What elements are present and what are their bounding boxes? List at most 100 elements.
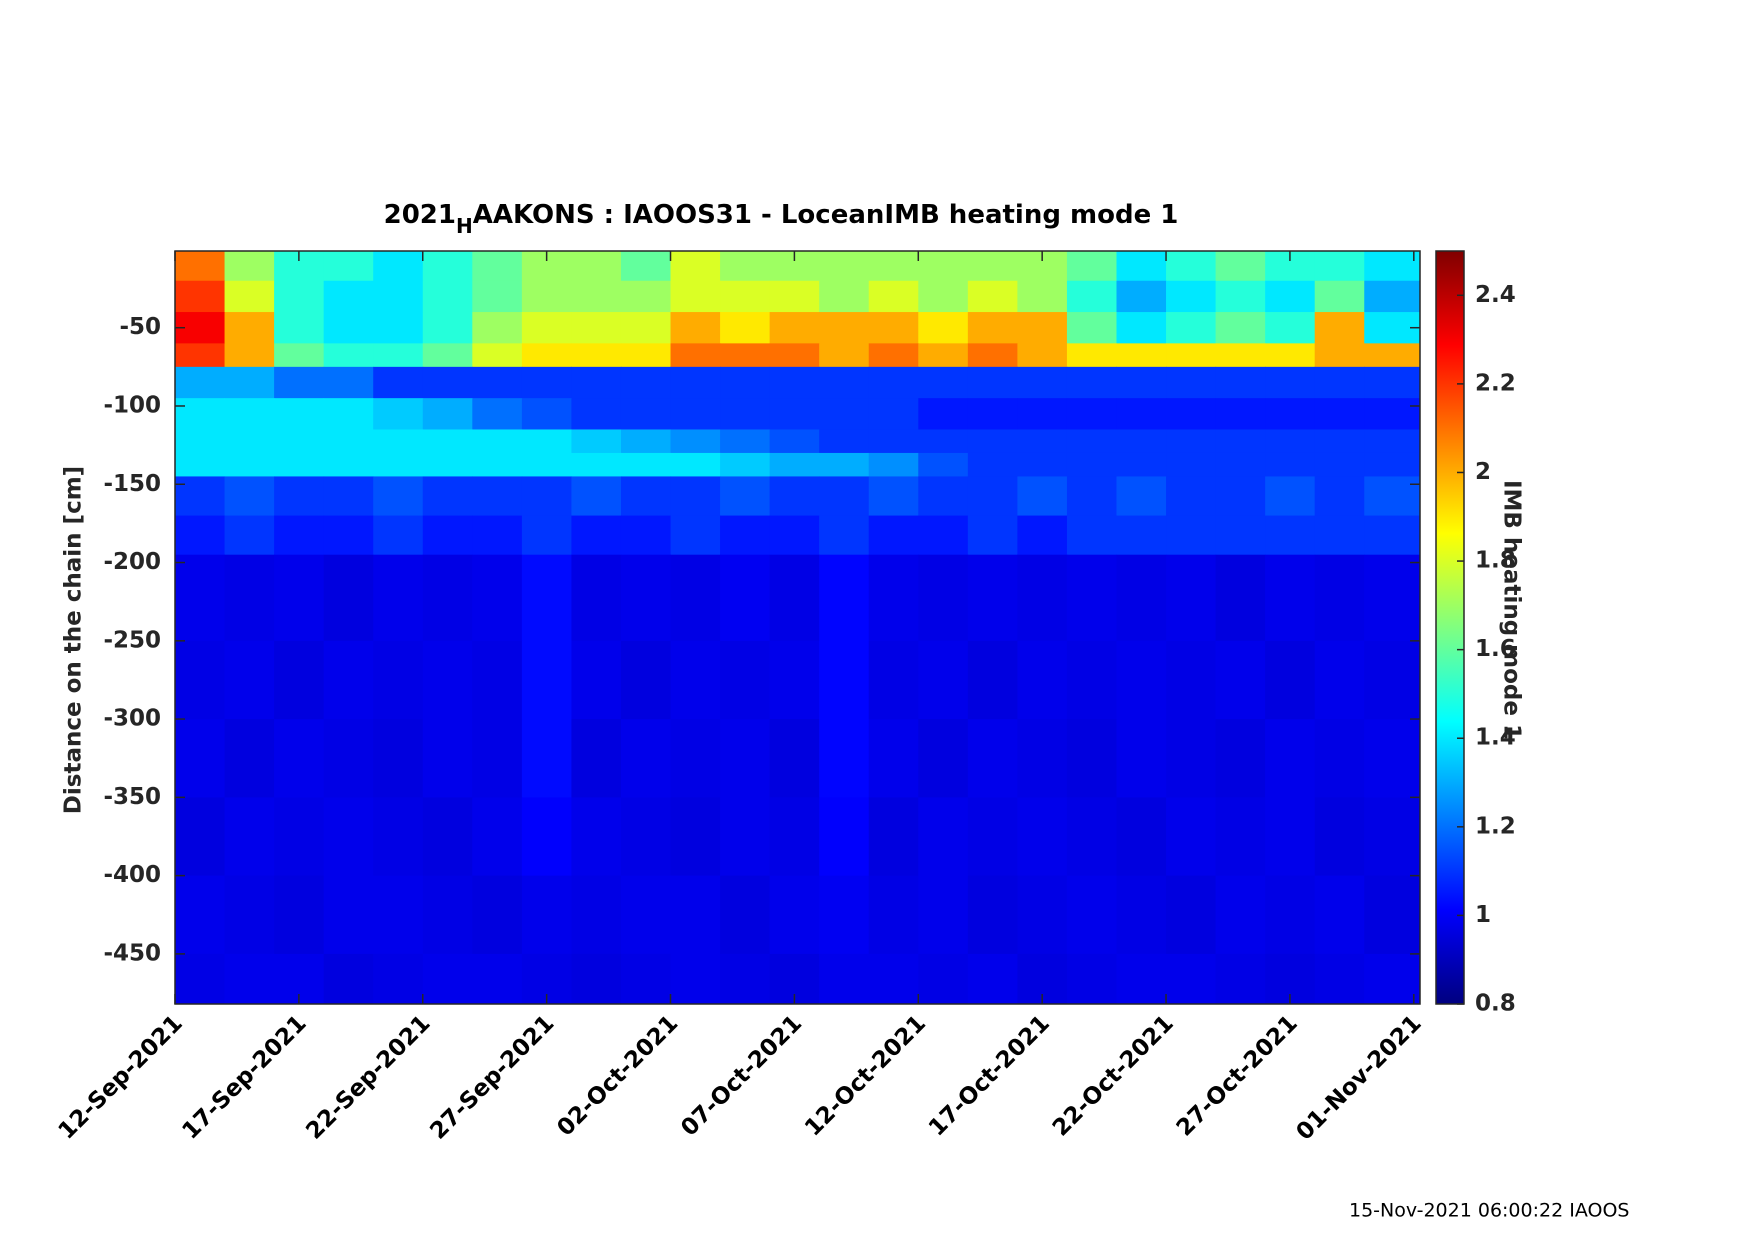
heatmap-cell (1265, 312, 1316, 344)
heatmap-cell (1265, 398, 1316, 430)
heatmap-cell (720, 875, 771, 955)
heatmap-cell (819, 719, 870, 798)
heatmap-cell (1265, 875, 1316, 955)
heatmap-cell (769, 398, 820, 430)
heatmap-cell (620, 719, 672, 798)
heatmap-cell (769, 452, 820, 477)
heatmap-cell (1215, 366, 1266, 399)
heatmap-cell (274, 280, 325, 313)
heatmap-cell (274, 366, 325, 399)
heatmap-cell (868, 554, 919, 642)
footnote: 15-Nov-2021 06:00:22 IAOOS (1349, 1200, 1629, 1222)
heatmap-cell (1166, 515, 1217, 556)
heatmap-cell (274, 343, 325, 368)
heatmap-cell (521, 343, 572, 368)
heatmap-cell (323, 251, 374, 282)
heatmap-cell (521, 797, 572, 877)
heatmap-cell (274, 429, 325, 454)
heatmap-cell (323, 312, 374, 344)
heatmap-cell (571, 719, 622, 798)
heatmap-cell (1066, 280, 1117, 313)
heatmap-cell (918, 343, 969, 368)
chart-title: 2021HAAKONS : IAOOS31 - LoceanIMB heatin… (384, 200, 1179, 238)
heatmap-cell (1116, 797, 1167, 877)
x-tick-label: 17-Sep-2021 (178, 1010, 312, 1144)
heatmap-cell (1166, 875, 1217, 955)
heatmap-cell (323, 554, 374, 642)
heatmap-cell (918, 429, 969, 454)
heatmap-cell (422, 280, 473, 313)
heatmap-cell (521, 398, 572, 430)
heatmap-cell (422, 452, 473, 477)
heatmap-cell (819, 875, 870, 955)
colorbar-tick-label: 1.2 (1475, 813, 1516, 839)
x-tick-label: 02-Oct-2021 (552, 1010, 683, 1141)
heatmap-cell (521, 875, 572, 955)
heatmap-cell (472, 953, 523, 1005)
heatmap-cell (1066, 515, 1117, 556)
heatmap-cell (224, 429, 275, 454)
heatmap-cell (1066, 554, 1117, 642)
heatmap-cell (720, 366, 771, 399)
heatmap-cell (175, 554, 226, 642)
heatmap-cell (224, 554, 275, 642)
heatmap-cell (1066, 312, 1117, 344)
heatmap-cell (274, 515, 325, 556)
heatmap-cell (918, 797, 969, 877)
colorbar-tick-label: 1.6 (1475, 636, 1516, 662)
heatmap-cell (1265, 554, 1316, 642)
heatmap-cell (1166, 554, 1217, 642)
heatmap-cell (819, 398, 870, 430)
heatmap-cell (720, 398, 771, 430)
heatmap-cell (521, 452, 572, 477)
heatmap-cell (967, 280, 1018, 313)
heatmap-cell (620, 797, 672, 877)
heatmap-cell (769, 312, 820, 344)
heatmap-cell (571, 515, 622, 556)
heatmap-cell (175, 640, 226, 720)
heatmap-cell (1364, 640, 1421, 720)
heatmap-cell (521, 476, 572, 517)
heatmap-cell (1265, 366, 1316, 399)
colorbar-tick-label: 2.4 (1475, 282, 1516, 308)
heatmap-cell (769, 797, 820, 877)
heatmap-cell (819, 366, 870, 399)
heatmap-cell (571, 953, 622, 1005)
heatmap-cell (1215, 312, 1266, 344)
x-tick-label: 22-Oct-2021 (1048, 1010, 1179, 1141)
heatmap-cell (373, 343, 424, 368)
heatmap-cell (521, 312, 572, 344)
heatmap-cell (422, 875, 473, 955)
heatmap-cell (1314, 280, 1365, 313)
heatmap-cell (422, 366, 473, 399)
heatmap-cell (472, 429, 523, 454)
x-tick-label: 01-Nov-2021 (1291, 1010, 1426, 1145)
heatmap-cell (1116, 476, 1167, 517)
heatmap-cell (1166, 719, 1217, 798)
heatmap-cell (175, 719, 226, 798)
heatmap-cell (720, 429, 771, 454)
heatmap-cell (1066, 640, 1117, 720)
heatmap-cell (323, 640, 374, 720)
heatmap-cell (1066, 719, 1117, 798)
heatmap-cell (1314, 398, 1365, 430)
heatmap-cell (521, 515, 572, 556)
heatmap-cell (720, 640, 771, 720)
heatmap-cell (1314, 251, 1365, 282)
plot-frame (174, 250, 1421, 1005)
heatmap-cell (422, 398, 473, 430)
heatmap-cell (472, 875, 523, 955)
heatmap-cell (175, 515, 226, 556)
heatmap-cell (373, 797, 424, 877)
heatmap-cell (769, 515, 820, 556)
heatmap-cell (1066, 398, 1117, 430)
heatmap-cell (918, 719, 969, 798)
heatmap-cell (1364, 719, 1421, 798)
heatmap-cell (620, 953, 672, 1005)
heatmap-cell (1017, 280, 1068, 313)
heatmap-cell (670, 429, 721, 454)
heatmap-cell (274, 398, 325, 430)
heatmap-cell (1265, 343, 1316, 368)
heatmap-cell (720, 251, 771, 282)
heatmap-cell (373, 312, 424, 344)
